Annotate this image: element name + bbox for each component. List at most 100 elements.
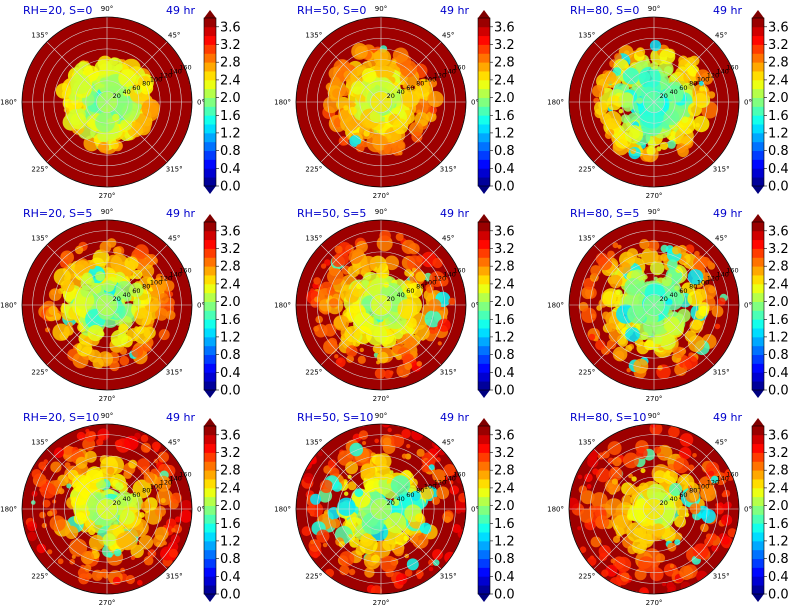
colorbar-segment [478, 576, 490, 586]
colorbar-segment [204, 345, 216, 356]
heatmap-cell [694, 288, 707, 302]
colorbar-segment [204, 452, 216, 462]
angle-label: 135° [31, 438, 48, 446]
heatmap-cell [36, 543, 47, 554]
colorbar-segment [478, 97, 490, 107]
colorbar-segment [478, 230, 490, 241]
radial-tick-label: 60 [406, 84, 414, 92]
colorbar-segment [752, 26, 764, 37]
panel-title: RH=50, S=5 [297, 207, 366, 220]
colorbar-tick-label: 1.2 [494, 534, 515, 549]
radial-tick-label: 160 [453, 64, 465, 72]
heatmap-cell [631, 476, 637, 482]
heatmap-cell [650, 260, 665, 276]
radial-tick-label: 60 [679, 491, 687, 499]
colorbar-segment [478, 62, 490, 72]
colorbar-segment [478, 141, 490, 152]
heatmap-cell [432, 257, 443, 269]
colorbar-tick-label: 3.6 [768, 428, 789, 443]
heatmap-cell [661, 526, 676, 541]
angle-label: 90° [375, 412, 387, 420]
colorbar-segment [204, 275, 216, 285]
heatmap-cell [49, 515, 66, 532]
heatmap-cell [612, 535, 621, 544]
heatmap-cell [693, 115, 710, 133]
heatmap-cell [348, 106, 357, 116]
colorbar-tick-label: 3.2 [220, 446, 241, 461]
heatmap-cell [325, 568, 335, 578]
heatmap-cell [364, 567, 375, 578]
heatmap-cell [347, 481, 357, 491]
angle-label: 45° [168, 31, 180, 39]
colorbar-extend-max [204, 214, 216, 222]
angle-label: 180° [0, 99, 17, 107]
heatmap-cell [584, 473, 593, 483]
heatmap-cell [689, 492, 699, 502]
heatmap-cell [313, 277, 321, 285]
colorbar-segment [478, 177, 490, 187]
radial-tick-label: 40 [122, 291, 130, 299]
heatmap-cell [348, 534, 353, 538]
heatmap-cell [154, 526, 169, 541]
heatmap-cell [611, 478, 619, 485]
colorbar-tick-label: 2.8 [220, 56, 241, 71]
colorbar-tick-label: 3.2 [494, 446, 515, 461]
heatmap-cell [147, 346, 152, 351]
colorbar-segment [752, 585, 764, 595]
colorbar-frame [203, 17, 217, 187]
heatmap-cell [120, 567, 126, 573]
heatmap-cell [375, 453, 392, 470]
colorbar-extend-min [204, 594, 216, 602]
heatmap-cell [360, 463, 376, 479]
heatmap-cell [155, 506, 166, 517]
polar-border [21, 423, 193, 595]
heatmap-cell [107, 552, 113, 558]
angle-label: 225° [578, 573, 595, 581]
angle-label: 180° [547, 99, 564, 107]
colorbar-tick-label: 0.0 [220, 180, 241, 195]
heatmap-cell [119, 355, 130, 366]
colorbar-tick-label: 2.8 [220, 464, 241, 479]
angular-gridline [320, 448, 382, 510]
colorbar-frame [203, 221, 217, 391]
heatmap-cell [157, 451, 169, 463]
colorbar-segment [204, 540, 216, 551]
colorbar-segment [478, 35, 490, 45]
heatmap-cell [625, 323, 631, 329]
colorbar-tick-label: 2.8 [494, 56, 515, 71]
heatmap-cell [358, 430, 369, 440]
heatmap-cell [332, 88, 343, 99]
panel-title: RH=80, S=10 [570, 411, 646, 424]
heatmap-cell [579, 546, 587, 553]
heatmap-cell [640, 468, 646, 474]
heatmap-cell [395, 353, 402, 361]
heatmap-cell [379, 230, 391, 242]
heatmap-cell [677, 244, 687, 255]
angle-label: 270° [646, 599, 663, 607]
radial-tick-label: 80 [689, 283, 697, 291]
colorbar-segment [752, 514, 764, 524]
angle-label: 270° [373, 599, 390, 607]
heatmap-cell [577, 526, 582, 531]
colorbar-segment [204, 230, 216, 241]
heatmap-cell [104, 490, 109, 495]
radial-tick-label: 40 [396, 291, 404, 299]
heatmap-cell [428, 79, 438, 88]
heatmap-cell [100, 568, 109, 578]
heatmap-cell [96, 573, 102, 579]
colorbar-tick-label: 0.8 [494, 144, 515, 159]
colorbar-segment [204, 62, 216, 72]
colorbar-tick-label: 1.2 [220, 126, 241, 141]
colorbar-tick-label: 2.0 [494, 295, 515, 310]
heatmap-cell [627, 304, 647, 324]
heatmap-cell [88, 262, 96, 270]
heatmap-cell [691, 319, 702, 331]
colorbar-segment [752, 576, 764, 586]
heatmap-cell [366, 324, 388, 346]
heatmap-cell [41, 522, 48, 529]
colorbar-segment [478, 301, 490, 311]
heatmap-cell [170, 534, 181, 544]
angle-label: 0° [471, 506, 479, 514]
